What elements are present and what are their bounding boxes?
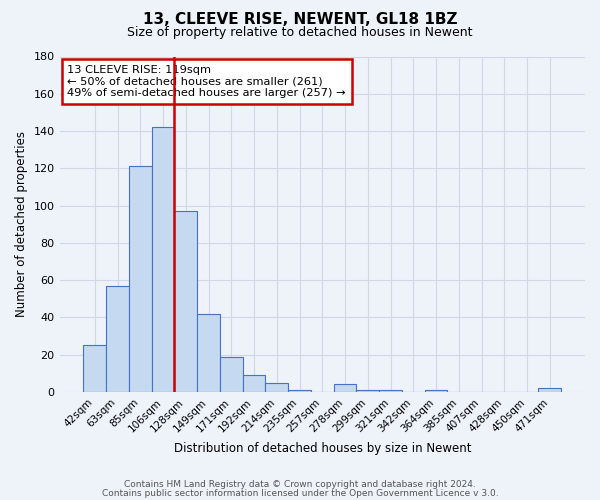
Text: Contains public sector information licensed under the Open Government Licence v : Contains public sector information licen… xyxy=(101,488,499,498)
Y-axis label: Number of detached properties: Number of detached properties xyxy=(15,131,28,317)
Bar xyxy=(220,356,242,392)
Bar xyxy=(152,128,175,392)
X-axis label: Distribution of detached houses by size in Newent: Distribution of detached houses by size … xyxy=(173,442,471,455)
Bar xyxy=(242,375,265,392)
Bar xyxy=(379,390,402,392)
Text: 13, CLEEVE RISE, NEWENT, GL18 1BZ: 13, CLEEVE RISE, NEWENT, GL18 1BZ xyxy=(143,12,457,28)
Bar xyxy=(106,286,129,392)
Bar xyxy=(265,382,288,392)
Bar xyxy=(197,314,220,392)
Text: Size of property relative to detached houses in Newent: Size of property relative to detached ho… xyxy=(127,26,473,39)
Bar xyxy=(425,390,448,392)
Bar xyxy=(288,390,311,392)
Bar xyxy=(334,384,356,392)
Text: Contains HM Land Registry data © Crown copyright and database right 2024.: Contains HM Land Registry data © Crown c… xyxy=(124,480,476,489)
Bar xyxy=(83,346,106,392)
Bar xyxy=(175,211,197,392)
Bar xyxy=(129,166,152,392)
Bar xyxy=(356,390,379,392)
Bar xyxy=(538,388,561,392)
Text: 13 CLEEVE RISE: 119sqm
← 50% of detached houses are smaller (261)
49% of semi-de: 13 CLEEVE RISE: 119sqm ← 50% of detached… xyxy=(67,65,346,98)
